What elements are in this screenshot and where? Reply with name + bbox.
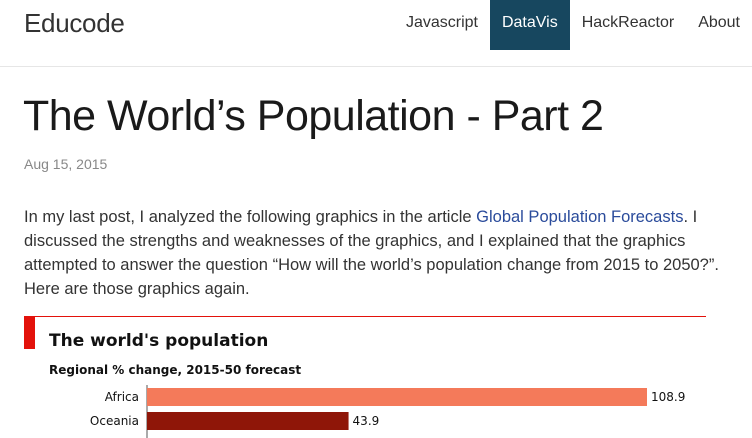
- bar-africa: [147, 388, 647, 406]
- page-title: The World’s Population - Part 2: [23, 92, 604, 140]
- population-figure: The world's population Regional % change…: [24, 316, 706, 438]
- figure-title: The world's population: [49, 331, 269, 351]
- nav-item-hackreactor[interactable]: HackReactor: [581, 14, 675, 31]
- brand-logo[interactable]: Educode: [24, 8, 125, 38]
- category-label: Oceania: [90, 414, 139, 428]
- navbar: Educode Javascript DataVis HackReactor A…: [0, 0, 752, 67]
- nav-item-datavis[interactable]: DataVis: [489, 0, 570, 50]
- value-label: 108.9: [651, 390, 685, 404]
- nav-item-about[interactable]: About: [698, 14, 740, 31]
- category-label: Africa: [105, 390, 139, 404]
- bar-oceania: [147, 412, 349, 430]
- figure-subtitle: Regional % change, 2015-50 forecast: [49, 363, 302, 377]
- article-link[interactable]: Global Population Forecasts: [476, 208, 684, 226]
- nav-menu: Javascript DataVis HackReactor About: [394, 0, 752, 50]
- value-label: 43.9: [353, 414, 380, 428]
- bar-chart: Africa 108.9 Oceania 43.9: [90, 385, 685, 438]
- intro-text-end: . I discussed the strengths and weakness…: [24, 208, 719, 298]
- figure-accent-bar: [24, 317, 35, 349]
- nav-item-javascript[interactable]: Javascript: [405, 14, 478, 31]
- intro-paragraph: In my last post, I analyzed the followin…: [24, 205, 730, 301]
- post-date: Aug 15, 2015: [24, 156, 108, 172]
- intro-text-start: In my last post, I analyzed the followin…: [24, 208, 477, 226]
